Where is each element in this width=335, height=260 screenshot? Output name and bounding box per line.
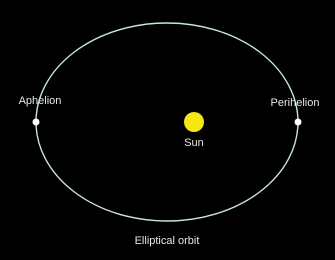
perihelion-label: Perihelion [271,97,320,109]
aphelion-label: Aphelion [19,95,62,107]
orbit-diagram: Aphelion Perihelion Sun Elliptical orbit [0,0,335,260]
perihelion-point [295,119,302,126]
aphelion-point [33,119,40,126]
sun-disc [184,112,204,132]
orbit-label: Elliptical orbit [135,235,200,247]
page: {"nodes": [ {"label": "Aphelion"}, {"lab… [0,0,335,260]
sun-label: Sun [184,137,204,149]
